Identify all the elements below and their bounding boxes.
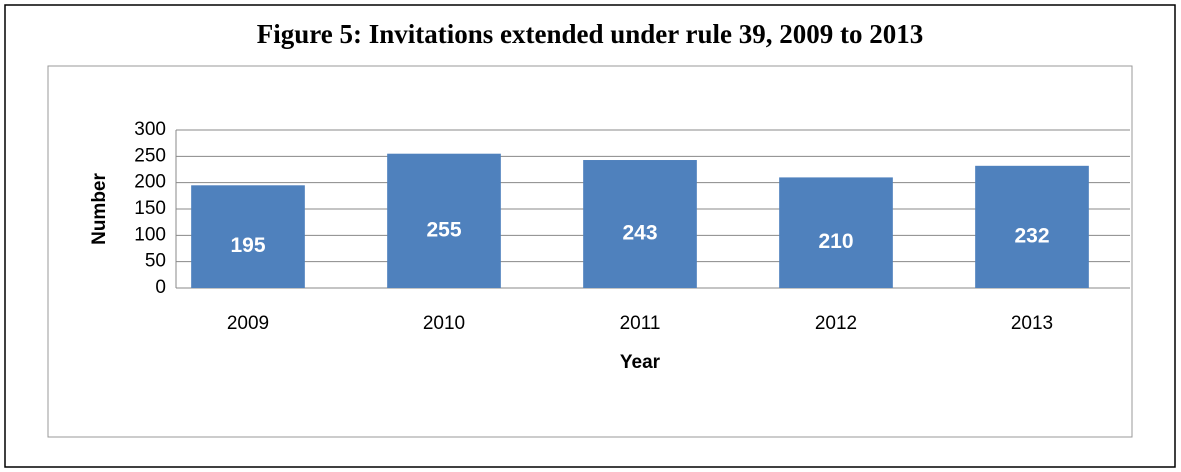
value-label: 243 [622, 222, 657, 245]
value-label: 210 [818, 230, 853, 253]
chart-title: Figure 5: Invitations extended under rul… [257, 19, 924, 49]
bar [191, 185, 305, 288]
y-tick-label: 200 [134, 172, 166, 193]
y-tick-label: 100 [134, 224, 166, 245]
y-tick-label: 50 [145, 251, 166, 272]
x-tick-label: 2009 [227, 313, 269, 334]
value-label: 195 [230, 234, 265, 257]
value-label: 255 [426, 218, 461, 241]
bar [975, 165, 1089, 288]
y-tick-label: 0 [155, 277, 166, 298]
x-tick-label: 2013 [1011, 313, 1053, 334]
x-tick-label: 2010 [423, 313, 465, 334]
y-tick-label: 150 [134, 198, 166, 219]
bar [583, 160, 697, 288]
x-tick-label: 2011 [620, 313, 661, 334]
bar [387, 153, 501, 288]
x-axis-title: Year [620, 352, 661, 373]
bar [779, 177, 893, 288]
y-tick-label: 300 [134, 119, 166, 140]
value-label: 232 [1014, 224, 1049, 247]
y-tick-label: 250 [134, 145, 166, 166]
x-tick-label: 2012 [815, 313, 857, 334]
y-axis-title: Number [89, 173, 110, 245]
